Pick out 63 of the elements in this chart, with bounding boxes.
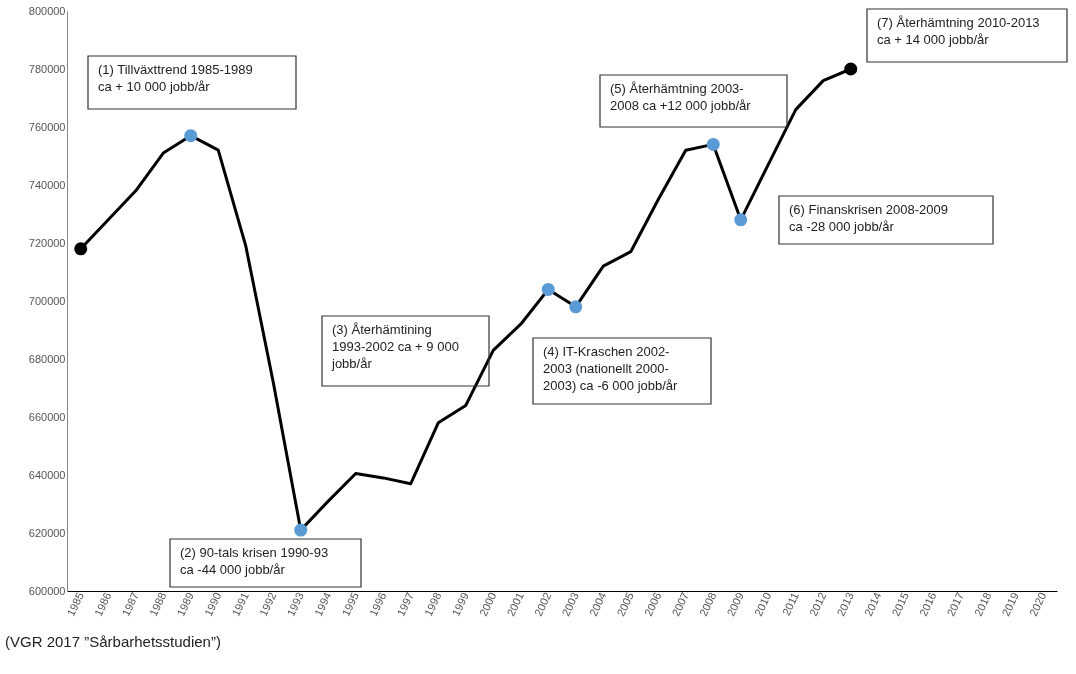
x-tick-label: 1992 bbox=[257, 590, 279, 618]
x-tick-label: 2014 bbox=[862, 590, 884, 618]
x-tick-label: 1997 bbox=[394, 590, 416, 618]
x-tick-label: 1995 bbox=[339, 590, 361, 618]
annotation: (6) Finanskrisen 2008-2009 ca -28 000 jobb/år bbox=[789, 202, 948, 234]
x-tick-label: 2000 bbox=[477, 590, 499, 618]
x-tick-label: 2011 bbox=[779, 590, 801, 618]
y-tick-label: 800000 bbox=[28, 4, 66, 17]
y-tick-label: 680000 bbox=[28, 352, 66, 365]
text: (VGR 2017 ”Sårbarhetsstudien”) bbox=[5, 633, 221, 650]
x-tick-label: 1989 bbox=[174, 590, 196, 618]
x-tick-label: 2016 bbox=[917, 590, 939, 618]
annotation: (3) Återhämtining 1993-2002 ca + 9 000 jobb/år bbox=[331, 322, 459, 371]
x-tick-label: 2002 bbox=[532, 590, 554, 618]
point bbox=[184, 129, 198, 143]
x-tick-label: 2007 bbox=[669, 590, 691, 618]
x-tick-label: 2009 bbox=[724, 590, 746, 618]
annotation: (1) Tillväxttrend 1985-1989 ca + 10 000 jobb/år bbox=[98, 62, 253, 94]
x-tick-label: 1994 bbox=[312, 590, 334, 618]
annotation: (7) Återhämtning 2010-2013 ca + 14 000 jobb/år bbox=[877, 15, 1040, 47]
x-tick-label: 1986 bbox=[92, 590, 114, 618]
x-tick-label: 1998 bbox=[422, 590, 444, 618]
y-tick-label: 660000 bbox=[28, 410, 66, 423]
x-tick-label: 1990 bbox=[202, 590, 224, 618]
x-tick-label: 2004 bbox=[587, 590, 609, 618]
point bbox=[541, 282, 555, 296]
annotation: (5) Återhämtning 2003- 2008 ca +12 000 jobb/år bbox=[610, 81, 752, 113]
point bbox=[569, 300, 583, 314]
point bbox=[734, 213, 748, 227]
x-tick-label: 2018 bbox=[972, 590, 994, 618]
y-tick-label: 720000 bbox=[28, 236, 66, 249]
x-tick-label: 1991 bbox=[229, 590, 251, 618]
x-tick-label: 2005 bbox=[614, 590, 636, 618]
y-tick-label: 640000 bbox=[28, 468, 66, 481]
y-tick-label: 620000 bbox=[28, 526, 66, 539]
x-tick-label: 2015 bbox=[889, 590, 911, 618]
annotation: (4) IT-Kraschen 2002- 2003 (nationellt 2000- 2003) ca -6 000 jobb/år bbox=[543, 344, 679, 393]
x-tick-label: 2019 bbox=[999, 590, 1021, 618]
y-tick-label: 700000 bbox=[28, 294, 66, 307]
x-tick-label: 2017 bbox=[944, 590, 966, 618]
point bbox=[706, 137, 720, 151]
point bbox=[294, 523, 308, 537]
x-tick-label: 1988 bbox=[147, 590, 169, 618]
x-tick-label: 1993 bbox=[284, 590, 306, 618]
y-tick-label: 600000 bbox=[28, 584, 66, 597]
point bbox=[74, 242, 88, 256]
annotation: (2) 90-tals krisen 1990-93 ca -44 000 jobb/år bbox=[180, 545, 329, 577]
x-tick-label: 2006 bbox=[642, 590, 664, 618]
y-tick-label: 740000 bbox=[28, 178, 66, 191]
x-tick-label: 2010 bbox=[752, 590, 774, 618]
x-tick-label: 2003 bbox=[559, 590, 581, 618]
x-tick-label: 1996 bbox=[367, 590, 389, 618]
point bbox=[844, 62, 858, 76]
x-tick-label: 2001 bbox=[504, 590, 526, 618]
x-tick-label: 2020 bbox=[1027, 590, 1049, 618]
x-tick-label: 1987 bbox=[119, 590, 141, 618]
x-tick-label: 2013 bbox=[834, 590, 856, 618]
x-tick-label: 2008 bbox=[697, 590, 719, 618]
y-tick-label: 780000 bbox=[28, 62, 66, 75]
x-tick-label: 2012 bbox=[807, 590, 829, 618]
y-tick-label: 760000 bbox=[28, 120, 66, 133]
x-tick-label: 1999 bbox=[449, 590, 471, 618]
x-tick-label: 1985 bbox=[64, 590, 86, 618]
